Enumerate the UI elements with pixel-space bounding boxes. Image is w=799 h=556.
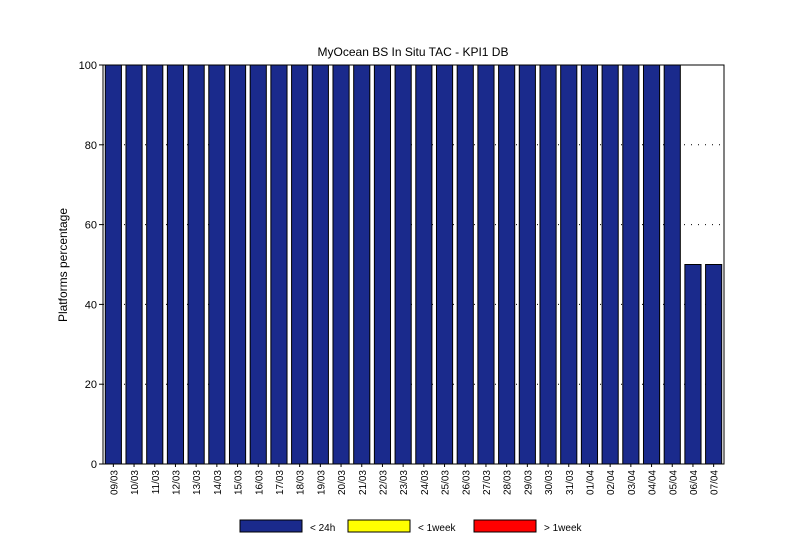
bar-14-03-series-0 [208, 64, 226, 465]
bar-10-03-series-0 [125, 64, 143, 465]
x-tick-label: 26/03 [461, 470, 472, 495]
x-tick-label: 29/03 [523, 470, 534, 495]
x-tick-label: 16/03 [254, 470, 265, 495]
bar-30-03-series-0 [539, 64, 557, 465]
legend-label: < 1week [418, 523, 457, 534]
bar-23-03-series-0 [394, 64, 412, 465]
bar-04-04-series-0 [642, 64, 661, 465]
bar-24-03-series-0 [415, 64, 433, 465]
bar-02-04-series-0 [601, 64, 619, 465]
bar-21-03-series-0 [353, 64, 371, 465]
x-tick-label: 31/03 [565, 470, 576, 495]
bar-22-03-series-0 [373, 64, 392, 465]
bar-03-04-series-0 [622, 64, 640, 465]
x-tick-label: 22/03 [378, 470, 389, 495]
x-tick-label: 06/04 [689, 470, 700, 495]
x-tick-label: 21/03 [358, 470, 369, 495]
legend-label: < 24h [310, 523, 335, 534]
x-tick-label: 12/03 [171, 470, 182, 495]
x-tick-label: 10/03 [130, 470, 141, 495]
bar-20-03-series-0 [332, 64, 350, 465]
bar-17-03-series-0 [270, 64, 288, 465]
bar-13-03-series-0 [187, 64, 205, 465]
y-axis: 0 20 40 60 80 100 [79, 60, 103, 471]
legend: < 24h < 1week > 1week [239, 519, 583, 534]
x-tick-label: 03/04 [627, 470, 638, 495]
x-tick-label: 19/03 [316, 470, 327, 495]
y-tick-label: 60 [85, 220, 97, 232]
bar-31-03-series-0 [560, 64, 578, 465]
y-axis-label: Platforms percentage [56, 208, 70, 322]
legend-swatch [347, 519, 411, 533]
bar-12-03-series-0 [166, 64, 185, 465]
bar-27-03-series-0 [477, 64, 495, 465]
x-tick-label: 09/03 [109, 470, 120, 495]
x-tick-label: 05/04 [668, 470, 679, 495]
bar-06-04-series-0 [684, 264, 702, 465]
bar-11-03-series-0 [146, 64, 164, 465]
bars [104, 64, 723, 465]
bar-09-03-series-0 [104, 64, 122, 465]
bar-01-04-series-0 [580, 64, 599, 465]
x-tick-label: 30/03 [544, 470, 555, 495]
x-tick-label: 28/03 [503, 470, 514, 495]
x-tick-label: 25/03 [441, 470, 452, 495]
x-tick-label: 27/03 [482, 470, 493, 495]
x-tick-label: 18/03 [296, 470, 307, 495]
bar-18-03-series-0 [291, 64, 309, 465]
bar-26-03-series-0 [456, 64, 474, 465]
x-tick-label: 17/03 [275, 470, 286, 495]
legend-swatch [239, 519, 303, 533]
y-tick-label: 20 [85, 379, 97, 391]
bar-19-03-series-0 [311, 64, 329, 465]
x-tick-label: 15/03 [234, 470, 245, 495]
x-tick-label: 11/03 [151, 470, 162, 495]
y-tick-label: 40 [85, 299, 97, 311]
y-tick-label: 80 [85, 140, 97, 152]
x-tick-label: 20/03 [337, 470, 348, 495]
y-tick-label: 0 [91, 459, 97, 471]
x-tick-label: 01/04 [585, 470, 596, 495]
legend-swatch [473, 519, 537, 533]
x-tick-label: 02/04 [606, 470, 617, 495]
bar-07-04-series-0 [705, 264, 723, 465]
y-tick-label: 100 [79, 60, 97, 72]
bar-05-04-series-0 [663, 64, 681, 465]
x-tick-label: 14/03 [213, 470, 224, 495]
bar-16-03-series-0 [249, 64, 267, 465]
bar-25-03-series-0 [435, 64, 454, 465]
legend-label: > 1week [544, 523, 583, 534]
bar-15-03-series-0 [228, 64, 247, 465]
plot-frame [102, 64, 725, 465]
chart-title: MyOcean BS In Situ TAC - KPI1 DB [318, 45, 509, 59]
x-tick-label: 04/04 [648, 470, 659, 495]
bar-29-03-series-0 [518, 64, 536, 465]
bar-28-03-series-0 [498, 64, 516, 465]
x-axis: 09/03 10/03 11/03 12/03 13/03 14/03 15/03 16/03… [109, 464, 721, 495]
x-tick-label: 24/03 [420, 470, 431, 495]
x-tick-label: 07/04 [710, 470, 721, 495]
x-tick-label: 13/03 [192, 470, 203, 495]
x-tick-label: 23/03 [399, 470, 410, 495]
